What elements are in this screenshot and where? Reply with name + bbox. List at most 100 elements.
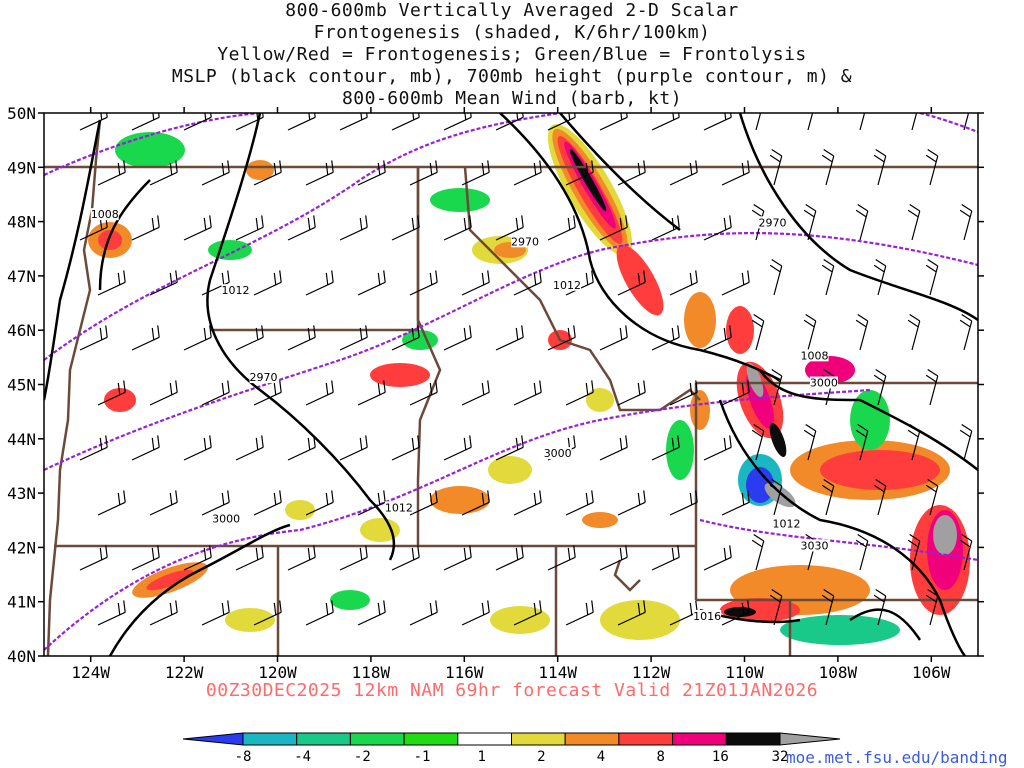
wind-barb bbox=[253, 600, 282, 626]
wind-barb bbox=[925, 258, 939, 296]
wind-barb bbox=[183, 545, 212, 571]
wind-barb bbox=[443, 545, 472, 571]
wind-barb bbox=[443, 215, 472, 241]
wind-barb bbox=[821, 148, 835, 186]
wind-barb bbox=[769, 368, 783, 406]
wind-barb bbox=[599, 325, 628, 351]
wind-barb bbox=[287, 113, 316, 131]
wind-barb bbox=[253, 490, 282, 516]
height-label: 2970 bbox=[249, 371, 277, 384]
wind-barb bbox=[391, 435, 420, 461]
wind-barb bbox=[721, 160, 750, 186]
wind-barb bbox=[925, 368, 939, 406]
wind-barb bbox=[443, 113, 472, 131]
wind-barb bbox=[703, 545, 732, 571]
wind-barb bbox=[357, 380, 386, 406]
height-label: 2970 bbox=[759, 216, 787, 229]
colorbar-label: -2 bbox=[354, 749, 371, 765]
wind-barb bbox=[339, 435, 368, 461]
wind-barb bbox=[409, 270, 438, 296]
wind-barb bbox=[339, 215, 368, 241]
mslp-label: 1012 bbox=[553, 279, 581, 292]
wind-barb bbox=[357, 270, 386, 296]
wind-barb bbox=[287, 325, 316, 351]
wind-barb bbox=[651, 325, 680, 351]
mslp-contours bbox=[44, 113, 978, 656]
colorbar-segment bbox=[511, 732, 566, 746]
wind-barb bbox=[959, 423, 973, 461]
wind-barb bbox=[409, 380, 438, 406]
colorbar-segment bbox=[564, 732, 620, 746]
wind-barb bbox=[821, 258, 835, 296]
wind-barb bbox=[391, 215, 420, 241]
wind-barb bbox=[547, 113, 576, 131]
wind-barb bbox=[339, 113, 368, 131]
wind-barb bbox=[855, 313, 869, 351]
wind-barb bbox=[907, 203, 921, 241]
lat-label: 49N bbox=[7, 158, 36, 177]
axis-ticks: 50N 49N 48N 47N 46N 45N 44N 43N 42N 41N 40N 124W 122… bbox=[7, 104, 984, 682]
wind-barb bbox=[669, 380, 698, 406]
wind-barb bbox=[513, 490, 542, 516]
wind-barb bbox=[339, 545, 368, 571]
lon-label: 116W bbox=[445, 663, 484, 682]
wind-barb bbox=[959, 533, 973, 571]
wind-barb bbox=[253, 270, 282, 296]
wind-barb bbox=[859, 113, 866, 131]
wind-barb bbox=[201, 380, 230, 406]
forecast-valid-time: 00Z30DEC2025 12km NAM 69hr forecast Vali… bbox=[205, 680, 819, 701]
wind-barb bbox=[651, 435, 680, 461]
colorbar-segment bbox=[457, 732, 512, 746]
wind-barbs bbox=[79, 113, 973, 626]
wind-barb bbox=[409, 600, 438, 626]
wind-barb bbox=[305, 270, 334, 296]
mslp-label: 1012 bbox=[385, 501, 413, 514]
height-label: 3000 bbox=[544, 447, 572, 460]
wind-barb bbox=[287, 545, 316, 571]
colorbar-segment bbox=[296, 732, 351, 746]
wind-barb bbox=[461, 600, 490, 626]
colorbar-label: 4 bbox=[597, 749, 605, 765]
wind-barb bbox=[305, 380, 334, 406]
wind-barb bbox=[599, 113, 628, 131]
colorbar-label: 32 bbox=[772, 749, 789, 765]
wind-barb bbox=[617, 270, 646, 296]
wind-barb bbox=[651, 545, 680, 571]
wind-barb bbox=[803, 203, 817, 241]
lon-label: 108W bbox=[819, 663, 858, 682]
wind-barb bbox=[513, 160, 542, 186]
wind-barb bbox=[339, 325, 368, 351]
colorbar-segment bbox=[725, 732, 781, 746]
wind-barb bbox=[391, 113, 420, 131]
wind-barb bbox=[807, 113, 814, 131]
wind-barb bbox=[201, 600, 230, 626]
wind-barb bbox=[821, 588, 835, 626]
wind-barb bbox=[461, 380, 490, 406]
wind-barb bbox=[959, 313, 973, 351]
wind-barb bbox=[79, 435, 108, 461]
credit-link[interactable]: moe.met.fsu.edu/banding bbox=[786, 748, 1008, 767]
wind-barb bbox=[873, 588, 887, 626]
wind-barb bbox=[183, 215, 212, 241]
lon-label: 120W bbox=[258, 663, 297, 682]
wind-barb bbox=[201, 490, 230, 516]
lon-label: 106W bbox=[912, 663, 951, 682]
wind-barb bbox=[669, 160, 698, 186]
chart-title: 800-600mb Vertically Averaged 2-D Scalar… bbox=[0, 0, 1024, 110]
colorbar: -8 -4 -2 -1 1 2 4 8 16 32 bbox=[182, 732, 841, 765]
wind-barb bbox=[357, 600, 386, 626]
wind-barb bbox=[599, 435, 628, 461]
wind-barb bbox=[357, 160, 386, 186]
height-label: 2970 bbox=[511, 235, 539, 248]
wind-barb bbox=[235, 435, 264, 461]
wind-barb bbox=[769, 478, 783, 516]
lon-label: 124W bbox=[71, 663, 110, 682]
wind-barb bbox=[669, 270, 698, 296]
wind-barb bbox=[79, 325, 108, 351]
wind-barb bbox=[873, 148, 887, 186]
frontogenesis-shading bbox=[88, 124, 970, 645]
wind-barb bbox=[305, 490, 334, 516]
wind-barb bbox=[617, 600, 646, 626]
wind-barb bbox=[721, 270, 750, 296]
